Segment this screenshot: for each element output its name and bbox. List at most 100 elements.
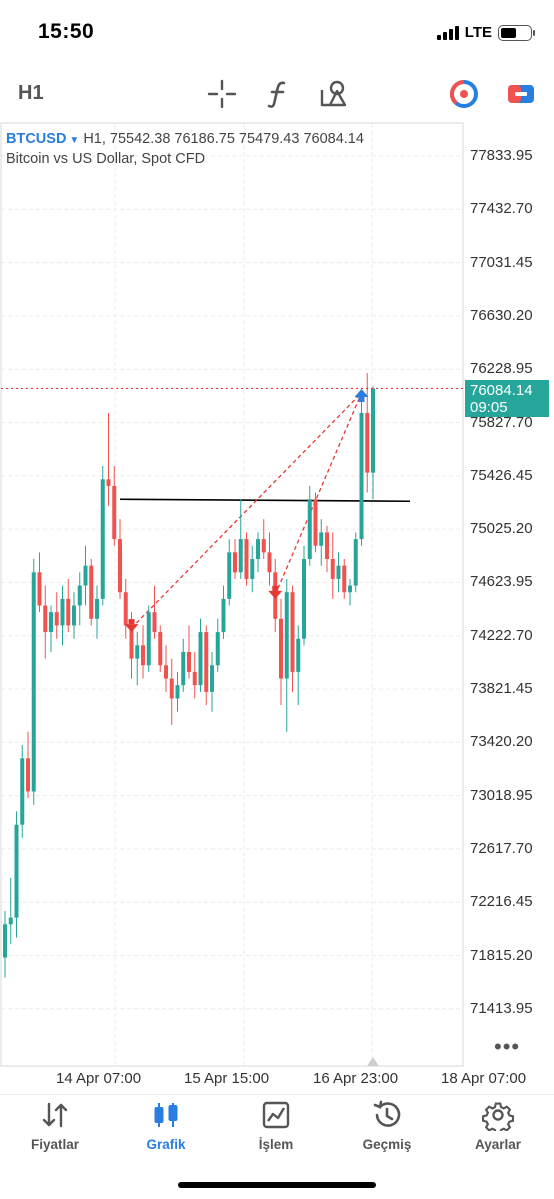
candle-body xyxy=(284,592,289,679)
candle-body xyxy=(158,632,163,666)
candle-body xyxy=(336,565,341,579)
buy-arrow-stem xyxy=(358,396,365,402)
one-click-trading-icon[interactable] xyxy=(448,78,480,110)
candle-body xyxy=(319,532,324,546)
ohlc-readout: H1, 75542.38 76186.75 75479.43 76084.14 xyxy=(83,131,364,147)
candle-body xyxy=(244,539,249,579)
candle-body xyxy=(365,412,370,473)
candle xyxy=(198,618,203,692)
candle-body xyxy=(31,572,36,792)
sell-arrow-icon xyxy=(268,590,283,599)
candle xyxy=(60,585,65,646)
trade-chart-icon xyxy=(262,1101,290,1129)
candle xyxy=(204,625,209,706)
candle-body xyxy=(152,612,157,633)
quotes-icon xyxy=(42,1102,68,1128)
symbol-dropdown-icon[interactable]: ▼ xyxy=(69,135,80,146)
current-bar-marker-icon xyxy=(367,1057,379,1066)
sell-arrow-icon xyxy=(124,624,139,633)
settings-icon xyxy=(482,1102,514,1131)
candle-body xyxy=(60,598,65,626)
candle xyxy=(141,625,145,679)
candle xyxy=(307,485,312,566)
dashed-trend-line xyxy=(131,392,362,629)
price-axis-label: 77031.45 xyxy=(470,253,533,271)
crosshair-icon[interactable] xyxy=(206,78,238,110)
candle-body xyxy=(250,559,255,579)
candle-body xyxy=(371,388,375,473)
candle-body xyxy=(296,638,301,672)
candle xyxy=(49,605,53,652)
candle xyxy=(244,532,249,586)
price-axis-label: 75426.45 xyxy=(470,466,533,484)
chart-icon xyxy=(154,1103,178,1127)
time-axis-label: 14 Apr 07:00 xyxy=(56,1070,142,1087)
candle xyxy=(342,559,347,599)
candle-body xyxy=(267,552,272,573)
candle-body xyxy=(221,598,226,633)
candle xyxy=(135,632,140,686)
price-axis-label: 76228.95 xyxy=(470,360,533,378)
symbol-label[interactable]: BTCUSD xyxy=(6,131,67,147)
candle-body xyxy=(135,645,140,659)
candle xyxy=(359,399,364,546)
candle xyxy=(348,578,352,606)
sell-arrow-stem xyxy=(272,585,279,591)
time-axis-label: 16 Apr 23:00 xyxy=(313,1070,399,1087)
candle xyxy=(158,625,163,672)
candle-body xyxy=(348,585,352,593)
candle xyxy=(371,386,375,500)
price-axis-label: 74222.70 xyxy=(470,626,533,644)
timeframe-selector[interactable]: H1 xyxy=(18,82,44,104)
candle xyxy=(290,585,295,692)
chart-info-header: BTCUSD ▼ H1, 75542.38 76186.75 75479.43 76… xyxy=(6,130,364,169)
candle-body xyxy=(359,412,364,540)
candle-body xyxy=(198,632,203,686)
candle xyxy=(284,578,289,732)
price-axis-label: 73821.45 xyxy=(470,680,533,697)
candle-body xyxy=(77,585,82,606)
candle-body xyxy=(290,592,295,672)
candle xyxy=(279,598,283,706)
candle-body xyxy=(141,645,145,666)
candle-body xyxy=(146,612,151,666)
candle xyxy=(152,585,157,639)
candle xyxy=(227,539,232,606)
candle xyxy=(43,585,48,659)
candle xyxy=(164,645,168,692)
candle xyxy=(112,466,117,546)
tab-chart[interactable]: Grafik xyxy=(116,1099,216,1152)
time-axis-label: 18 Apr 07:00 xyxy=(441,1070,527,1087)
candle xyxy=(83,545,88,606)
candle xyxy=(8,877,13,945)
price-axis-label: 71815.20 xyxy=(470,946,533,964)
candle-body xyxy=(49,612,53,633)
candle xyxy=(146,605,151,672)
tab-settings[interactable]: Ayarlar xyxy=(448,1099,548,1152)
price-axis-label: 72216.45 xyxy=(470,893,533,911)
tab-trade[interactable]: İşlem xyxy=(226,1099,326,1152)
candle xyxy=(118,519,122,599)
price-axis-label: 76630.20 xyxy=(470,306,533,324)
candle xyxy=(3,911,7,978)
price-axis-label: 72617.70 xyxy=(470,839,533,857)
candle xyxy=(267,532,272,586)
candle-body xyxy=(169,678,174,699)
candle xyxy=(123,578,128,639)
trade-icon[interactable] xyxy=(505,78,537,110)
chart-area[interactable] xyxy=(0,122,554,1094)
more-options-icon[interactable]: ••• xyxy=(494,1034,521,1059)
candle-body xyxy=(175,685,180,699)
candle xyxy=(37,552,42,613)
function-icon[interactable] xyxy=(262,78,294,110)
candle-body xyxy=(192,671,197,686)
candle-body xyxy=(95,598,99,619)
drawing-tools-icon[interactable] xyxy=(318,78,350,110)
tab-history[interactable]: Geçmiş xyxy=(337,1099,437,1152)
candle xyxy=(221,585,226,639)
chart-grid xyxy=(1,124,463,1066)
candle xyxy=(66,578,71,633)
price-chart[interactable] xyxy=(0,122,554,1094)
tab-quotes[interactable]: Fiyatlar xyxy=(5,1099,105,1152)
candle xyxy=(31,559,36,805)
